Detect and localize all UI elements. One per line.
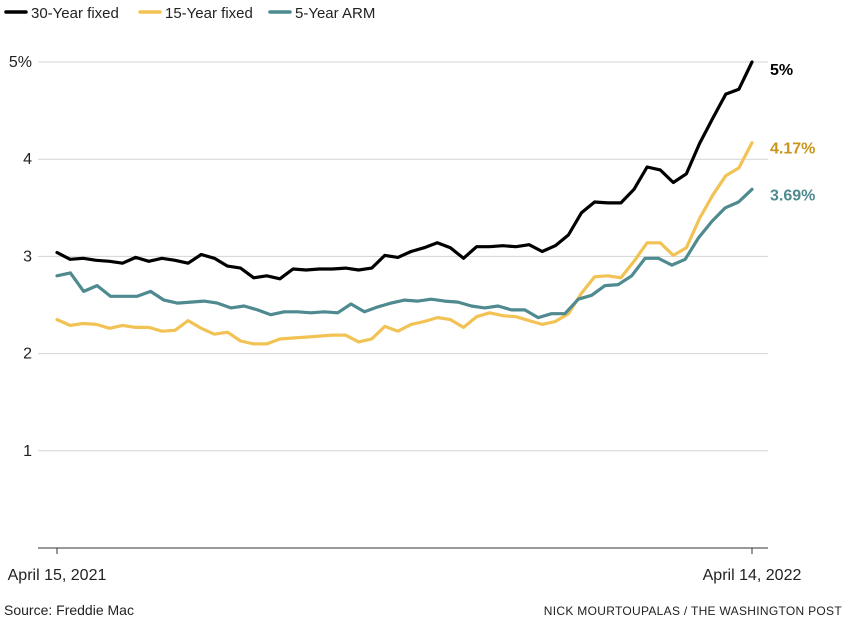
end-labels: 5% 4.17% 3.69% [770, 62, 815, 204]
y-axis-ticks: 1 2 3 4 5% [9, 54, 32, 460]
credit-note: NICK MOURTOUPALAS / THE WASHINGTON POST [543, 604, 842, 618]
end-label-3: 3.69% [770, 187, 815, 204]
series-line-1 [55, 60, 754, 281]
y-tick-label: 4 [23, 151, 32, 168]
legend-label-2: 15-Year fixed [165, 5, 253, 22]
y-tick-label: 3 [23, 248, 32, 265]
series-line-3 [55, 187, 754, 320]
series-line-2 [55, 141, 754, 346]
x-axis: April 15, 2021 April 14, 2022 [8, 547, 802, 584]
legend-label-3: 5-Year ARM [295, 5, 375, 22]
y-tick-label: 1 [23, 443, 32, 460]
x-tick-label-end: April 14, 2022 [703, 567, 802, 584]
legend: 30-Year fixed 15-Year fixed 5-Year ARM [4, 5, 375, 22]
x-tick-label-start: April 15, 2021 [8, 567, 107, 584]
source-note: Source: Freddie Mac [4, 602, 134, 618]
y-tick-label: 5% [9, 54, 32, 71]
end-label-1: 5% [770, 62, 793, 79]
legend-label-1: 30-Year fixed [31, 5, 119, 22]
line-chart: 30-Year fixed 15-Year fixed 5-Year ARM 1 2 3… [4, 5, 815, 584]
y-tick-label: 2 [23, 346, 32, 363]
series-lines [55, 60, 754, 346]
end-label-2: 4.17% [770, 141, 815, 158]
